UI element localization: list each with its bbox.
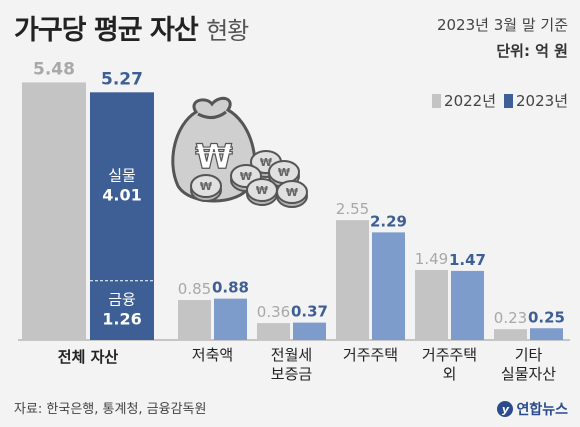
legend-item-2022: 2022년 <box>432 90 496 111</box>
data-label-total-2023: 5.27 <box>101 69 143 89</box>
legend-label-2023: 2023년 <box>516 92 568 110</box>
data-label-2023-1: 0.37 <box>291 303 328 321</box>
bar-2023-2 <box>372 232 405 340</box>
data-label-2023-4: 0.25 <box>528 308 565 326</box>
data-label-2023-3: 1.47 <box>449 251 486 269</box>
bar-2023-1 <box>293 322 326 340</box>
x-label-3-line-1: 외 <box>443 365 457 383</box>
unit-note: 단위: 억 원 <box>496 42 568 60</box>
coin-face-4 <box>276 180 308 204</box>
coin-won-0: ₩ <box>260 156 272 169</box>
data-label-total-2022: 5.48 <box>33 59 75 79</box>
bar-total-2023 <box>90 92 154 340</box>
breakdown-value-real: 4.01 <box>102 186 141 205</box>
data-label-2022-4: 0.23 <box>494 309 527 327</box>
title-bold: 가구당 평균 자산 <box>14 15 199 46</box>
data-label-2023-2: 2.29 <box>370 212 407 230</box>
x-label-4-line-1: 실물자산 <box>501 365 556 383</box>
coin-won-4: ₩ <box>286 186 298 199</box>
money-bag-tie <box>197 110 227 119</box>
x-label-4-line-0: 기타 <box>515 346 543 364</box>
brand-logo: y 연합뉴스 <box>497 399 568 419</box>
bar-2022-4 <box>494 329 527 340</box>
x-label-1-line-1: 보증금 <box>271 365 313 383</box>
breakdown-label-real: 실물 <box>108 167 136 185</box>
x-label-1-line-0: 전월세 <box>271 346 312 364</box>
x-label-3-line-0: 거주주택 <box>422 346 477 364</box>
title-light: 현황 <box>206 17 249 45</box>
bar-2022-3 <box>415 269 448 340</box>
money-bag-coins-icon: ₩ ₩ ₩ ₩ ₩ ₩ ₩ <box>171 96 308 208</box>
page-title: 가구당 평균 자산 현황 <box>14 8 249 47</box>
coin-face-5 <box>190 174 222 198</box>
bar-2023-3 <box>451 270 484 340</box>
breakdown-value-financial: 1.26 <box>102 309 141 328</box>
x-label-0-line-0: 저축액 <box>192 346 233 364</box>
legend-swatch-2022 <box>432 93 442 108</box>
bar-2022-2 <box>336 220 369 340</box>
x-label-total: 전체 자산 <box>58 348 119 366</box>
x-label-2-line-0: 거주주택 <box>343 346 398 364</box>
bar-2023-4 <box>530 328 563 340</box>
data-label-2022-0: 0.85 <box>178 280 211 298</box>
coin-won-1: ₩ <box>278 166 290 179</box>
data-label-2022-3: 1.49 <box>415 250 448 268</box>
logo-text: 연합뉴스 <box>516 402 568 418</box>
source-note: 자료: 한국은행, 통계청, 금융감독원 <box>14 402 207 417</box>
bar-2023-0 <box>214 298 247 340</box>
date-note: 2023년 3월 말 기준 <box>436 16 568 34</box>
data-label-2023-0: 0.88 <box>212 279 249 297</box>
bar-2022-1 <box>257 323 290 340</box>
data-label-2022-1: 0.36 <box>257 303 290 321</box>
legend-item-2023: 2023년 <box>504 90 568 111</box>
legend-label-2022: 2022년 <box>444 92 497 110</box>
coin-won-5: ₩ <box>200 180 212 193</box>
coin-won-2: ₩ <box>240 170 252 183</box>
data-label-2022-2: 2.55 <box>336 200 369 218</box>
legend-swatch-2023 <box>504 93 514 108</box>
breakdown-label-financial: 금융 <box>108 290 136 308</box>
won-sign: ₩ <box>195 137 233 177</box>
bar-2022-0 <box>178 300 211 340</box>
logo-mark-icon: y <box>497 401 514 417</box>
chart-legend: 2022년 2023년 <box>432 90 568 111</box>
bar-total-2022 <box>22 82 86 340</box>
coin-won-3: ₩ <box>256 184 268 197</box>
